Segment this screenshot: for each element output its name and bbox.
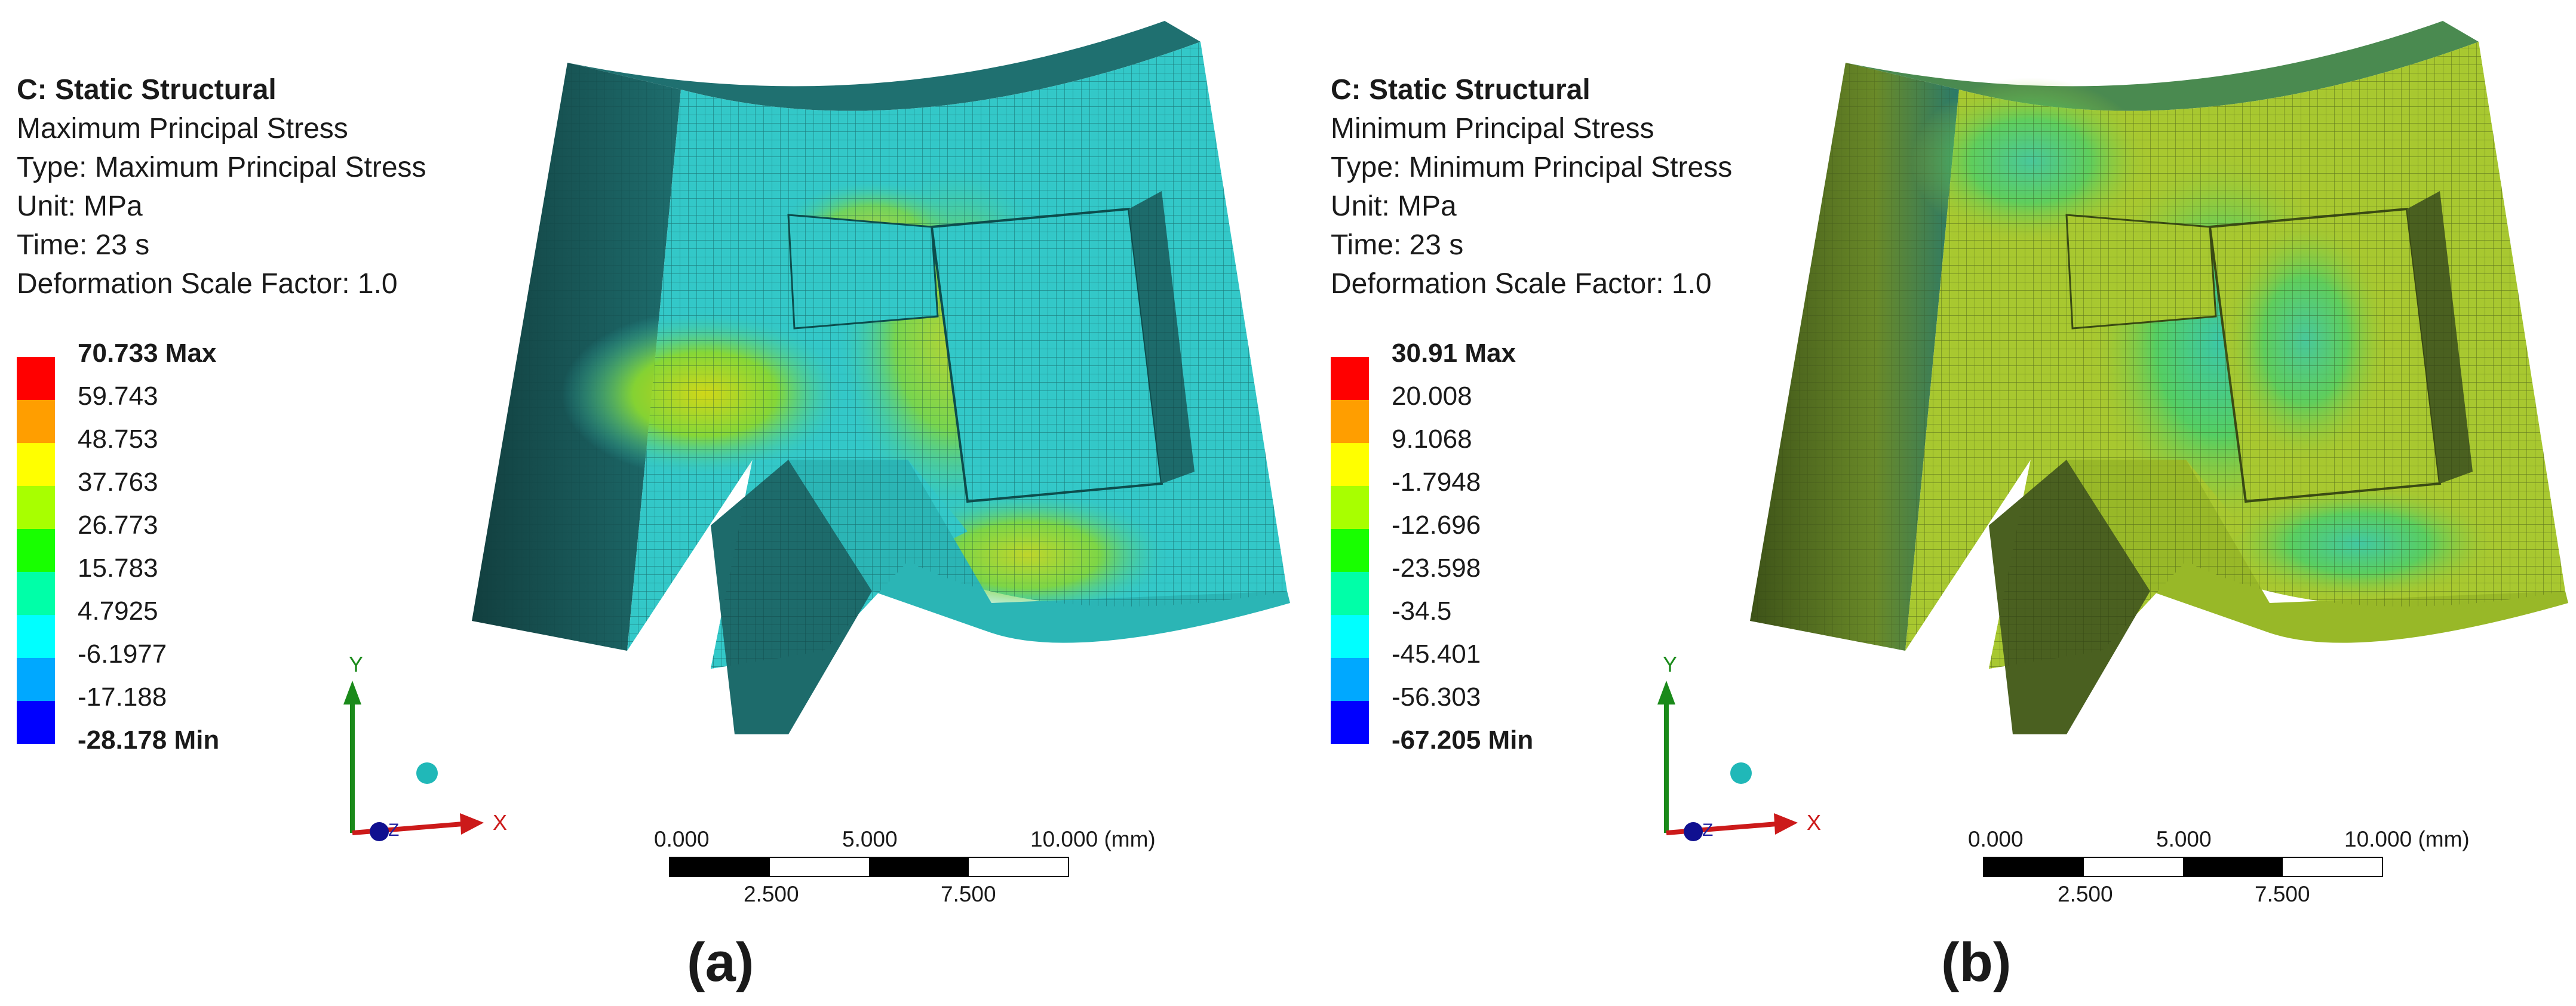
legend-label: 48.753: [78, 424, 158, 454]
scale-label: 10.000 (mm): [2344, 827, 2470, 851]
scale-bar-graphic: [1983, 857, 2383, 877]
scale-label: 0.000: [654, 827, 710, 851]
deformation-scale: Deformation Scale Factor: 1.0: [17, 268, 398, 300]
legend-label: 4.7925: [78, 596, 158, 626]
deformation-scale: Deformation Scale Factor: 1.0: [1331, 268, 1712, 300]
result-time: Time: 23 s: [17, 229, 150, 261]
legend-label: -34.5: [1392, 596, 1452, 626]
coordinate-triad[interactable]: Y X Z: [1642, 657, 1834, 860]
legend-label: -56.303: [1392, 682, 1481, 712]
result-info: C: Static Structural Minimum Principal S…: [1331, 70, 1732, 303]
legend-label: 37.763: [78, 467, 158, 497]
result-info: C: Static Structural Maximum Principal S…: [17, 70, 426, 303]
result-name: Minimum Principal Stress: [1331, 113, 1654, 144]
legend-max-label: 70.733 Max: [78, 339, 217, 368]
scale-label: 7.500: [941, 882, 996, 906]
legend-band: [1331, 443, 1369, 486]
view-sphere-icon[interactable]: [416, 762, 438, 784]
result-panel-a: C: Static Structural Maximum Principal S…: [17, 21, 1290, 993]
legend-band: [17, 357, 55, 400]
analysis-title: C: Static Structural: [17, 74, 277, 106]
legend-band: [1331, 615, 1369, 658]
analysis-title: C: Static Structural: [1331, 74, 1591, 106]
result-unit: Unit: MPa: [17, 190, 143, 222]
legend-max-label: 30.91 Max: [1392, 339, 1516, 368]
result-name: Maximum Principal Stress: [17, 113, 348, 144]
result-time: Time: 23 s: [1331, 229, 1464, 261]
legend-label: -45.401: [1392, 639, 1481, 669]
legend-band: [17, 400, 55, 443]
x-axis-label: X: [493, 810, 507, 835]
scale-bar: 0.000 5.000 10.000 (mm) 2.500 7.500: [1968, 827, 2470, 910]
x-axis-label: X: [1807, 810, 1821, 835]
scale-label: 7.500: [2255, 882, 2310, 906]
legend-label: 15.783: [78, 553, 158, 583]
fe-model-view[interactable]: [1732, 6, 2576, 758]
legend-label: -17.188: [78, 682, 167, 712]
legend-band: [17, 572, 55, 615]
result-type: Type: Minimum Principal Stress: [1331, 152, 1733, 183]
legend-band: [1331, 658, 1369, 701]
legend-label: 26.773: [78, 510, 158, 540]
legend-band: [17, 486, 55, 529]
model-top-face: [567, 21, 1201, 111]
legend-label: 20.008: [1392, 382, 1472, 411]
panel-caption: (a): [687, 932, 754, 993]
legend-band: [17, 701, 55, 744]
result-type: Type: Maximum Principal Stress: [17, 152, 426, 183]
result-panel-b: C: Static Structural Minimum Principal S…: [1314, 0, 2576, 1006]
legend-band: [1331, 357, 1369, 400]
z-axis-label: Z: [1702, 820, 1713, 840]
legend-label: -6.1977: [78, 639, 167, 669]
legend-band: [1331, 701, 1369, 744]
scale-bar: 0.000 5.000 10.000 (mm) 2.500 7.500: [654, 827, 1156, 910]
scale-label: 5.000: [2156, 827, 2212, 851]
scale-label: 0.000: [1968, 827, 2024, 851]
result-unit: Unit: MPa: [1331, 190, 1457, 222]
z-axis-marker: [1684, 822, 1703, 841]
y-axis-label: Y: [349, 657, 363, 676]
z-axis-marker: [370, 822, 389, 841]
legend-label: 9.1068: [1392, 424, 1472, 454]
legend-min-label: -28.178 Min: [78, 725, 220, 755]
scale-bar-graphic: [669, 857, 1069, 877]
legend-color-bar: [17, 357, 55, 744]
legend-label: -12.696: [1392, 510, 1481, 540]
legend-band: [1331, 400, 1369, 443]
legend-min-label: -67.205 Min: [1392, 725, 1534, 755]
legend-band: [1331, 486, 1369, 529]
legend-band: [17, 658, 55, 701]
legend-label: 59.743: [78, 382, 158, 411]
legend-band: [17, 443, 55, 486]
z-axis-label: Z: [388, 820, 399, 840]
y-axis-label: Y: [1663, 657, 1677, 676]
fe-model-view[interactable]: [454, 6, 1302, 758]
scale-label: 5.000: [842, 827, 898, 851]
legend-band: [17, 529, 55, 572]
legend-color-bar: [1331, 357, 1369, 744]
coordinate-triad[interactable]: Y X Z: [328, 657, 520, 860]
view-sphere-icon[interactable]: [1730, 762, 1752, 784]
legend-label: -23.598: [1392, 553, 1481, 583]
scale-label: 10.000 (mm): [1030, 827, 1156, 851]
legend-label: -1.7948: [1392, 467, 1481, 497]
x-axis-arrow: [352, 822, 463, 835]
scale-label: 2.500: [744, 882, 799, 906]
panel-caption: (b): [1941, 932, 2012, 993]
x-axis-arrow: [1666, 822, 1777, 835]
scale-label: 2.500: [2058, 882, 2113, 906]
legend-band: [1331, 529, 1369, 572]
legend-band: [1331, 572, 1369, 615]
legend-band: [17, 615, 55, 658]
